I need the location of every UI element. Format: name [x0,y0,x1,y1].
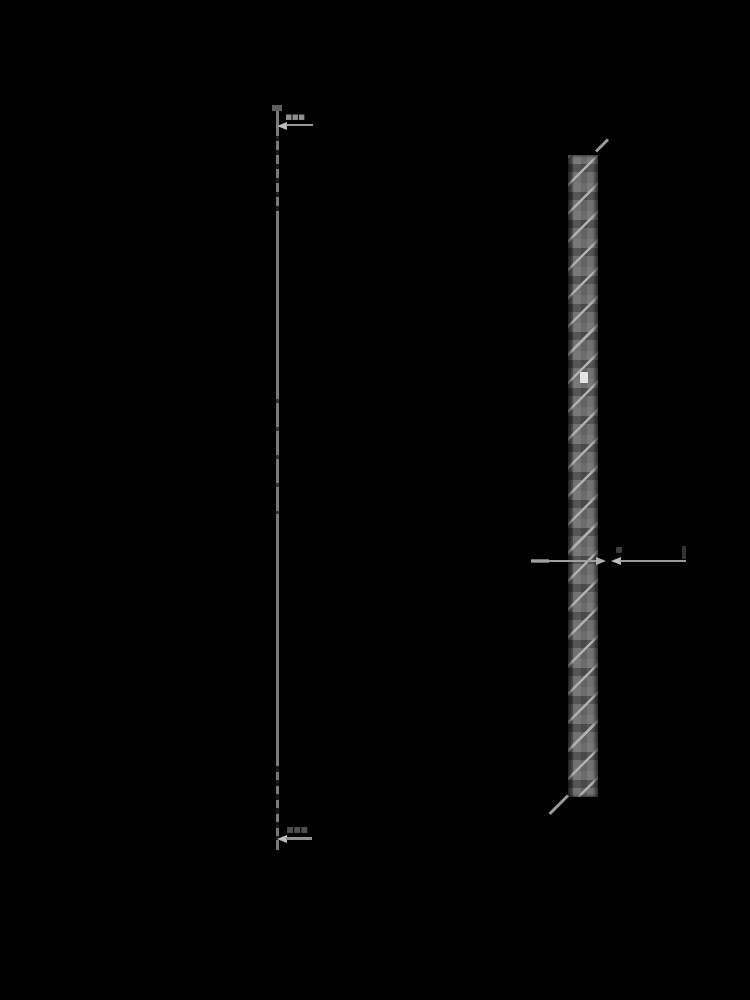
centerline-speckle-artifacts [276,399,279,514]
centerline-dash-pattern-bottom [276,758,279,840]
bottom-reference-numeral: ▪▪▪ [286,822,308,836]
top-reference-numeral: ▪▪▪ [285,110,305,123]
leader-end-tick [682,546,686,559]
mid-right-pointing-arrow-icon [596,557,606,565]
mid-right-leader-line [620,560,686,562]
bottom-callout-leader-line [286,837,312,840]
hatch-overflow-line-top [594,138,610,153]
mid-left-leader-line [531,560,597,562]
mid-left-pointing-arrow-icon [611,557,621,565]
scan-highlight-artifact [580,372,588,383]
vertical-centerline [272,105,282,850]
bottom-callout-arrow-icon [277,835,287,843]
hatch-overflow-line-bottom [548,794,570,815]
top-callout-leader-line [286,124,313,126]
centerline-dash-pattern-top [276,127,279,219]
hatched-section-bar [568,155,598,797]
mid-reference-numeral: ▪ [615,542,623,556]
top-callout-arrow-icon [277,122,287,130]
centerline-top-cap [272,105,282,111]
